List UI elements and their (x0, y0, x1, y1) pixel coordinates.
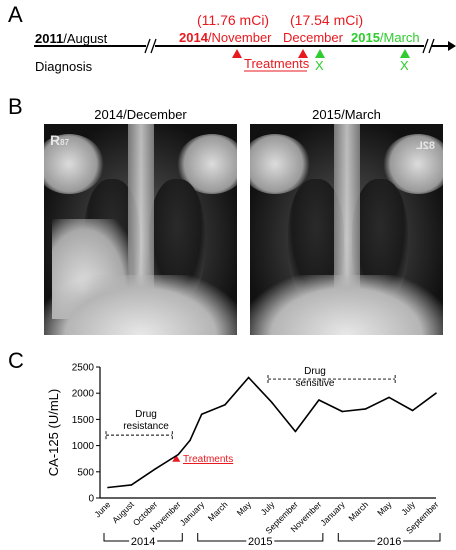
dose-2: (17.54 mCi) (290, 12, 364, 28)
ca125-point (271, 401, 273, 404)
y-tick-label: 1500 (72, 415, 95, 426)
ca125-series-line (107, 376, 437, 489)
timeline-break-2 (422, 38, 435, 54)
ca125-point (177, 453, 180, 456)
x-tick-label: January (178, 499, 207, 528)
followup-x-2: X (400, 58, 409, 73)
xray-1-title: 2014/December (94, 107, 187, 122)
followup-date: 2015/March (351, 30, 420, 45)
ca125-point (224, 403, 226, 406)
ca125-point (294, 430, 297, 433)
treatments-label: Treatments (244, 56, 310, 71)
drug-sensitive-range (267, 375, 396, 384)
xray-1-shoulder-left (44, 134, 104, 194)
x-tick-label: March (346, 499, 370, 523)
treatment-date-2: December (283, 30, 343, 45)
ca125-point (411, 409, 414, 412)
timeline-arrowhead (448, 41, 456, 51)
ca125-point (388, 396, 390, 399)
followup-month: /March (379, 30, 420, 45)
xray-2-shoulder-left (250, 134, 310, 194)
year-label: 2014 (131, 536, 155, 548)
panel-b-letter: B (8, 94, 23, 119)
followup-year: 2015 (351, 30, 380, 45)
treatment-marker (172, 454, 181, 462)
drug-sensitive-label: Drug sensitive (285, 366, 345, 390)
ca125-point (154, 468, 156, 470)
diagnosis-year: 2011 (35, 31, 64, 46)
xray-1-marker: R87 (50, 132, 69, 148)
xray-2-title: 2015/March (312, 107, 381, 122)
year-label-bg (375, 534, 404, 547)
xray-1-marker-letter: R (50, 132, 61, 148)
x-tick-label: July (259, 499, 277, 517)
ca125-point (318, 399, 320, 401)
diagnosis-date: 2011/August (35, 31, 107, 46)
drug-resistance-label: Drug resistance (116, 409, 176, 433)
year-label-bg (129, 534, 158, 547)
drug-sensitive-line-1: Drug (304, 366, 326, 377)
year-label-bg (246, 534, 275, 547)
x-tick-label: January (318, 499, 347, 528)
treatment-marker-1 (232, 49, 242, 58)
xray-1-marker-sub: 87 (60, 138, 70, 147)
drug-resistance-line-2: resistance (123, 421, 169, 432)
ca125-point (364, 408, 367, 410)
diagnosis-month: /August (63, 31, 108, 46)
ca125-point (341, 410, 344, 413)
drug-resistance-line-1: Drug (135, 409, 157, 420)
xray-image-1: R87 (44, 124, 237, 335)
panel-c-letter: C (8, 348, 24, 373)
y-tick-label: 1000 (72, 441, 95, 452)
y-tick-label: 0 (88, 494, 94, 505)
ca125-point (189, 439, 191, 442)
year-label: 2016 (377, 536, 401, 548)
panel-a-letter: A (8, 2, 23, 27)
ca125-point (107, 486, 109, 489)
ca125-point (130, 484, 133, 486)
followup-x-1: X (315, 58, 324, 73)
year-label: 2015 (248, 536, 272, 548)
x-tick-label: July (399, 499, 417, 517)
x-tick-label: May (375, 499, 394, 518)
x-tick-label: March (206, 499, 230, 523)
y-tick-label: 2000 (72, 389, 95, 400)
timeline (34, 38, 456, 72)
ca125-point (200, 413, 203, 415)
y-tick-label: 500 (77, 467, 94, 478)
dose-1: (11.76 mCi) (197, 12, 270, 28)
xray-2-marker: 82L (416, 140, 435, 152)
treatment-marker-2 (298, 49, 308, 58)
x-tick-label: May (235, 499, 254, 518)
ca125-point (435, 392, 437, 394)
x-tick-label: June (92, 499, 112, 519)
treatment-date-1-month: /November (207, 30, 272, 45)
xray-image-2: 82L (250, 124, 443, 335)
timeline-break-1 (144, 38, 157, 54)
treatment-date-1-year: 2014 (179, 30, 208, 45)
followup-marker-1 (315, 49, 325, 58)
chart-treatments-label: Treatments (183, 454, 234, 465)
drug-resistance-range (105, 431, 173, 440)
xray-2-diaphragm (250, 275, 443, 335)
y-tick-label: 2500 (72, 363, 95, 374)
followup-marker-2 (400, 49, 410, 58)
xray-1-diaphragm (44, 275, 237, 335)
diagnosis-label: Diagnosis (35, 59, 93, 74)
drug-sensitive-line-2: sensitive (295, 378, 335, 389)
y-axis-label: CA-125 (U/mL) (46, 389, 61, 476)
ca125-point (247, 376, 250, 379)
treatment-date-1: 2014/November (179, 30, 272, 45)
